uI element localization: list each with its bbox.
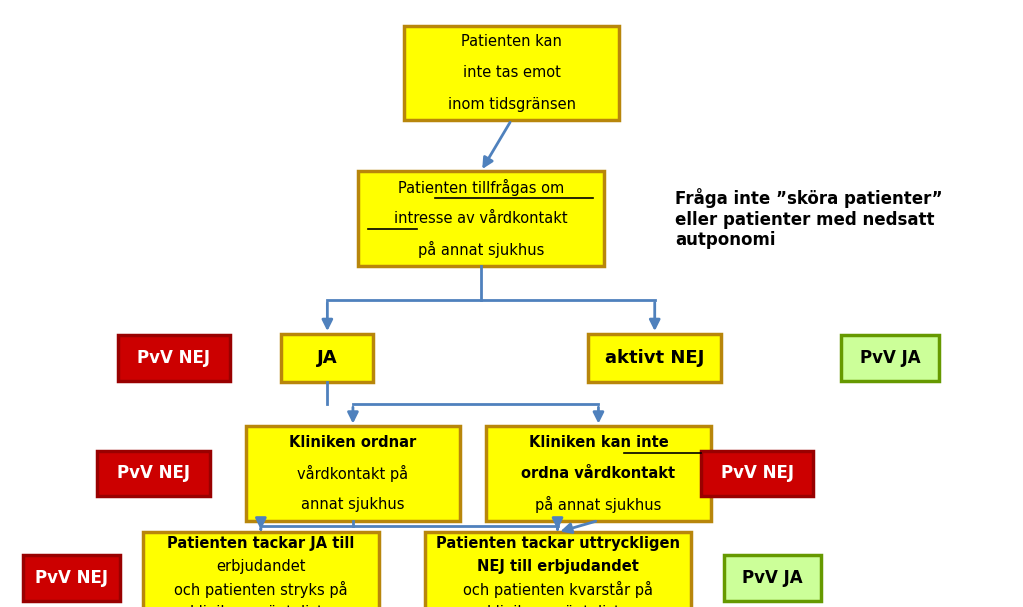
Text: JA: JA (317, 349, 338, 367)
FancyBboxPatch shape (425, 532, 691, 607)
Text: Patienten tackar JA till: Patienten tackar JA till (167, 536, 355, 551)
FancyBboxPatch shape (97, 450, 210, 497)
Text: på annat sjukhus: på annat sjukhus (417, 242, 544, 259)
Text: Kliniken kan inte: Kliniken kan inte (529, 435, 668, 450)
Text: klinikens väntelista: klinikens väntelista (487, 605, 628, 607)
FancyBboxPatch shape (358, 171, 604, 266)
Text: intresse av vårdkontakt: intresse av vårdkontakt (394, 211, 568, 226)
Text: Fråga inte ”sköra patienter”
eller patienter med nedsatt
autponomi: Fråga inte ”sköra patienter” eller patie… (675, 188, 943, 249)
Text: NEJ till erbjudandet: NEJ till erbjudandet (477, 559, 638, 574)
FancyBboxPatch shape (841, 335, 939, 381)
Text: PvV NEJ: PvV NEJ (720, 464, 794, 483)
Text: Kliniken ordnar: Kliniken ordnar (290, 435, 416, 450)
Text: inom tidsgränsen: inom tidsgränsen (447, 97, 576, 112)
Text: och patienten stryks på: och patienten stryks på (174, 581, 348, 598)
Text: ordna vårdkontakt: ordna vårdkontakt (522, 466, 675, 481)
FancyBboxPatch shape (24, 555, 121, 601)
Text: vårdkontakt på: vårdkontakt på (298, 465, 408, 482)
FancyBboxPatch shape (246, 426, 460, 520)
Text: annat sjukhus: annat sjukhus (301, 497, 405, 512)
Text: PvV NEJ: PvV NEJ (117, 464, 190, 483)
FancyBboxPatch shape (281, 334, 373, 382)
Text: på annat sjukhus: på annat sjukhus (535, 497, 662, 514)
FancyBboxPatch shape (143, 532, 379, 607)
Text: Patienten tillfrågas om: Patienten tillfrågas om (398, 178, 564, 195)
FancyBboxPatch shape (588, 334, 721, 382)
FancyBboxPatch shape (701, 450, 813, 497)
FancyBboxPatch shape (404, 25, 619, 120)
FancyBboxPatch shape (724, 555, 820, 601)
Text: Patienten tackar uttryckligen: Patienten tackar uttryckligen (436, 536, 679, 551)
Text: inte tas emot: inte tas emot (462, 66, 561, 80)
FancyBboxPatch shape (486, 426, 711, 520)
Text: aktivt NEJ: aktivt NEJ (605, 349, 705, 367)
Text: erbjudandet: erbjudandet (216, 559, 306, 574)
FancyBboxPatch shape (118, 335, 230, 381)
Text: klinikens väntelista: klinikens väntelista (190, 605, 331, 607)
Text: Patienten kan: Patienten kan (461, 34, 562, 49)
Text: PvV JA: PvV JA (859, 349, 921, 367)
Text: PvV NEJ: PvV NEJ (35, 569, 108, 587)
Text: PvV JA: PvV JA (742, 569, 803, 587)
Text: och patienten kvarstår på: och patienten kvarstår på (462, 581, 653, 598)
Text: PvV NEJ: PvV NEJ (137, 349, 211, 367)
